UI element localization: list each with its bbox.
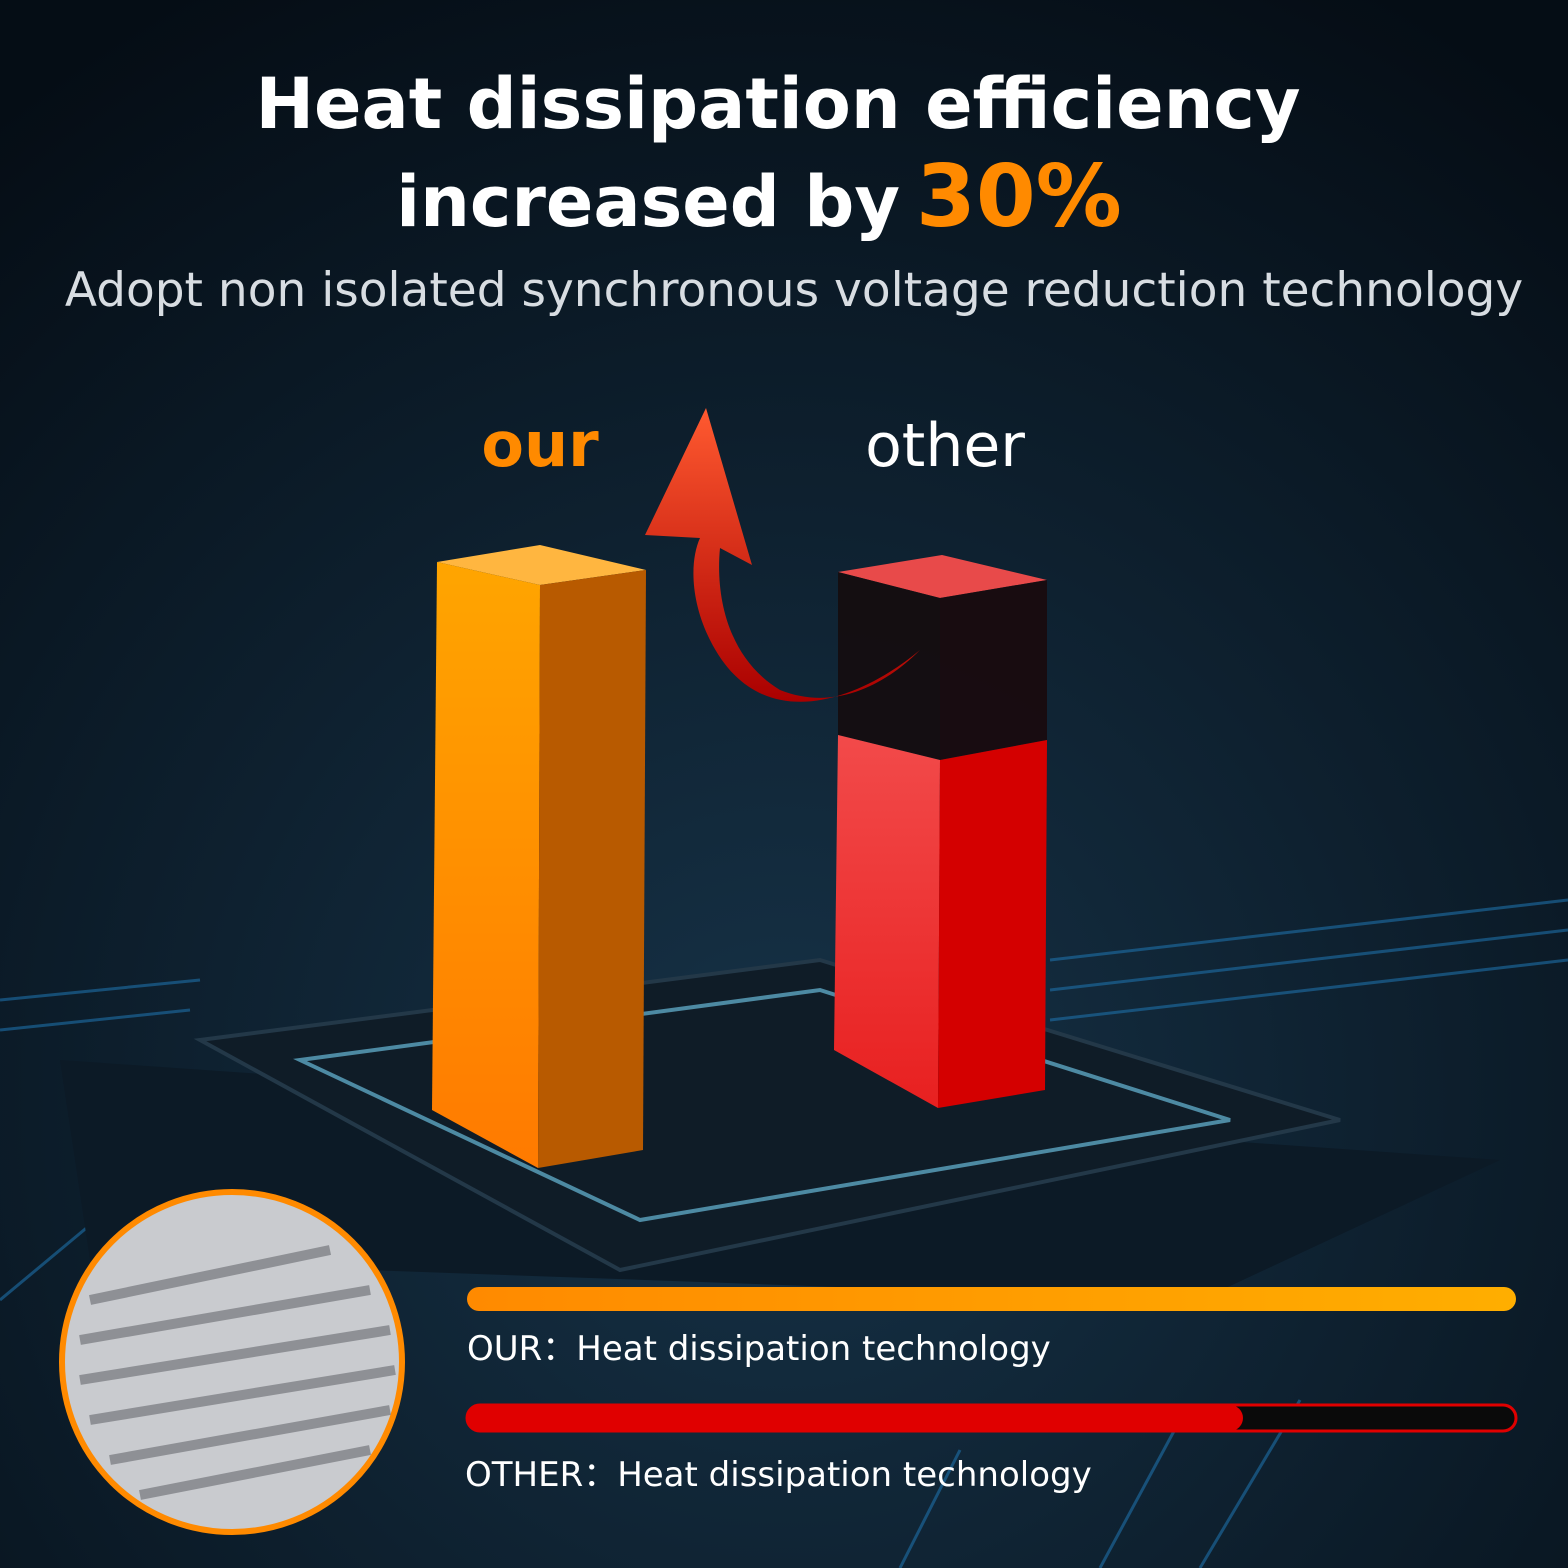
subtitle: Adopt non isolated synchronous voltage r… xyxy=(65,263,1523,318)
bar-front xyxy=(834,735,940,1108)
title: increased by xyxy=(396,161,900,243)
other-progress xyxy=(467,1405,1243,1431)
circuit-traces xyxy=(0,898,1568,1568)
bar-ghost xyxy=(940,580,1047,760)
other-label: OTHER：Heat dissipation technology xyxy=(465,1455,1092,1495)
column-label: our xyxy=(481,408,599,481)
up-arrow xyxy=(645,408,920,702)
bar-front xyxy=(432,562,540,1168)
bar-top xyxy=(437,545,646,585)
bar-side xyxy=(538,570,646,1168)
heatsink xyxy=(59,1189,405,1535)
highlight: 30% xyxy=(916,147,1122,247)
our-label: OUR：Heat dissipation technology xyxy=(467,1329,1051,1369)
heatsink-fins xyxy=(79,1245,396,1500)
column-label: other xyxy=(865,411,1025,481)
bar-top xyxy=(838,555,1047,598)
chip-outline xyxy=(293,987,1231,1223)
our-progress xyxy=(467,1287,1516,1311)
bar-ghost xyxy=(838,572,940,760)
bar-side xyxy=(938,740,1047,1108)
title: Heat dissipation efficiency xyxy=(255,63,1300,145)
